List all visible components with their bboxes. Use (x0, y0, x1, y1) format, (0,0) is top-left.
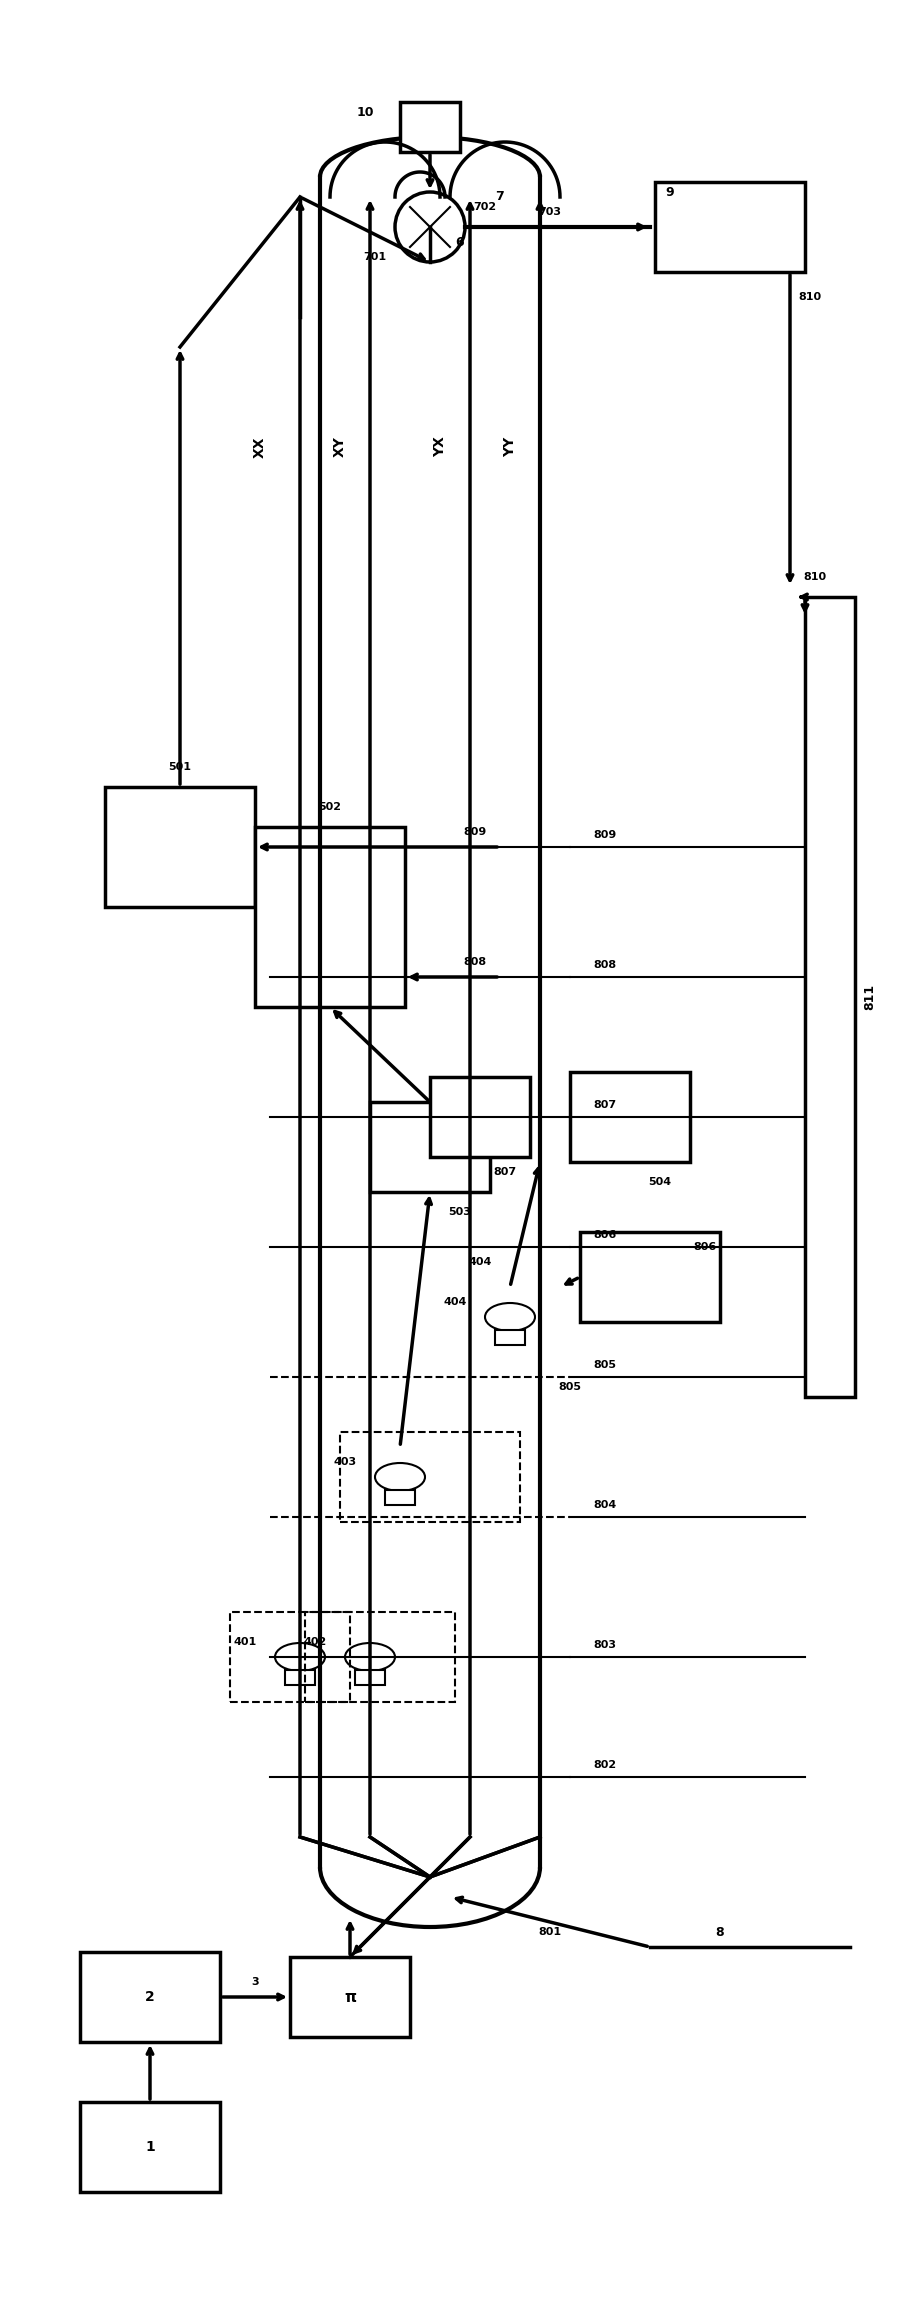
Text: XX: XX (253, 436, 267, 457)
Text: 806: 806 (694, 1243, 716, 1252)
Text: 503: 503 (449, 1206, 471, 1217)
Bar (290, 1957, 410, 2037)
Text: 809: 809 (463, 827, 487, 836)
Text: 403: 403 (333, 1456, 357, 1468)
Text: 401: 401 (233, 1638, 257, 1647)
Text: 701: 701 (363, 253, 387, 262)
Text: 502: 502 (318, 802, 341, 813)
Text: 811: 811 (863, 983, 877, 1011)
Text: 404: 404 (443, 1298, 467, 1307)
Text: 810: 810 (798, 292, 822, 301)
Bar (355, 1670, 385, 1686)
Text: XY: XY (333, 436, 347, 457)
Bar (340, 1431, 520, 1523)
Text: 805: 805 (594, 1360, 616, 1369)
Bar (305, 1612, 455, 1702)
Text: 702: 702 (473, 202, 496, 211)
Bar (80, 1952, 220, 2042)
Text: 402: 402 (304, 1638, 327, 1647)
Text: 501: 501 (168, 763, 192, 772)
Text: 806: 806 (594, 1229, 616, 1240)
Text: 8: 8 (715, 1925, 724, 1939)
Text: 2: 2 (145, 1989, 155, 2003)
Bar (80, 2102, 220, 2191)
Text: 807: 807 (594, 1100, 616, 1109)
Text: 1: 1 (145, 2141, 155, 2155)
Bar (580, 1231, 720, 1323)
Bar (230, 1612, 350, 1702)
Text: 10: 10 (356, 106, 374, 119)
Text: 802: 802 (594, 1760, 616, 1771)
Text: 804: 804 (594, 1500, 616, 1509)
Bar (805, 597, 855, 1397)
Bar (430, 1077, 530, 1158)
Text: 801: 801 (539, 1927, 561, 1936)
Bar (400, 101, 460, 152)
Bar (370, 1103, 490, 1192)
Bar (285, 1670, 315, 1686)
Text: 3: 3 (251, 1978, 259, 1987)
Bar (495, 1330, 525, 1346)
Text: 504: 504 (649, 1176, 671, 1188)
Text: YY: YY (503, 436, 517, 457)
Text: π: π (344, 1989, 356, 2005)
Text: 809: 809 (594, 829, 616, 841)
Bar (570, 1073, 690, 1162)
Text: 7: 7 (496, 191, 505, 204)
Text: YX: YX (433, 436, 447, 457)
Bar (385, 1491, 415, 1505)
Text: 810: 810 (804, 572, 826, 581)
Text: 9: 9 (666, 186, 674, 198)
Bar (255, 827, 405, 1006)
Text: 808: 808 (594, 960, 616, 969)
Bar (105, 788, 255, 907)
Text: 805: 805 (559, 1383, 581, 1392)
Text: 807: 807 (494, 1167, 516, 1176)
Text: 808: 808 (463, 958, 487, 967)
Text: 404: 404 (469, 1256, 492, 1268)
Text: 6: 6 (456, 237, 464, 248)
Bar (655, 181, 805, 271)
Text: 703: 703 (539, 207, 561, 216)
Text: 803: 803 (594, 1640, 616, 1649)
